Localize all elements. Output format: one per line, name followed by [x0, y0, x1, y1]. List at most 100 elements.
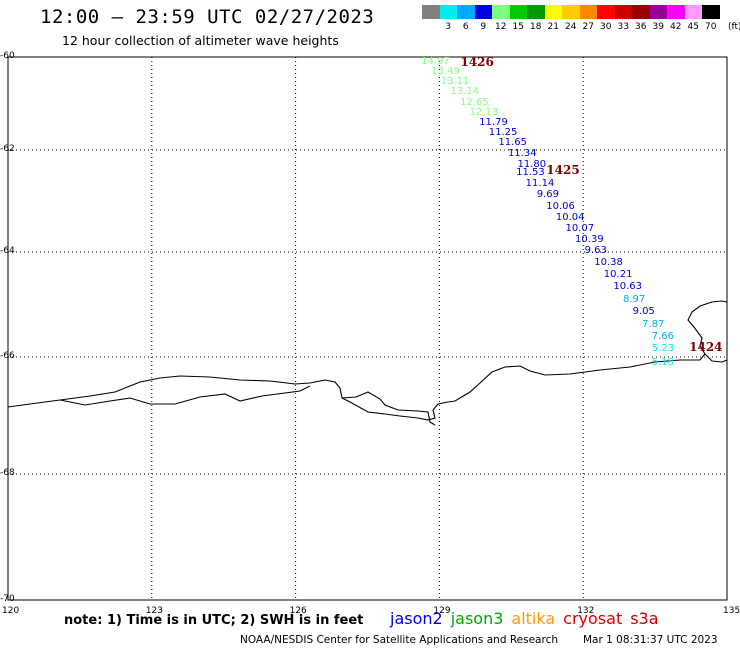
wave-height-value: 7.87: [642, 318, 665, 330]
colorbar-cell: 45: [684, 5, 702, 32]
colorbar-label: 33: [617, 22, 629, 32]
note-text: note: 1) Time is in UTC; 2) SWH is in fe…: [64, 613, 364, 628]
longitude-label: 135: [723, 606, 740, 616]
colorbar-label: 15: [512, 22, 524, 32]
wave-height-value: 12.13: [469, 106, 499, 118]
wave-height-value: 5.18: [651, 356, 674, 368]
colorbar-cell: 42: [667, 5, 685, 32]
wave-height-value: 5.23: [651, 342, 674, 354]
colorbar-cell: 39: [649, 5, 667, 32]
colorbar-swatch: [649, 5, 667, 19]
colorbar-cell: 30: [597, 5, 615, 32]
colorbar-swatch: [684, 5, 702, 19]
colorbar-unit: (ft): [728, 22, 740, 32]
wave-height-value: 11.14: [525, 178, 555, 190]
wave-height-value: 11.79: [479, 117, 508, 129]
colorbar-swatch: [527, 5, 545, 19]
wave-height-value: 10.07: [565, 223, 595, 235]
colorbar-cell: 15: [509, 5, 527, 32]
legend-satellite-altika: altika: [511, 609, 556, 628]
antarctic-coastline: [7, 300, 728, 421]
colorbar-label: 24: [565, 22, 577, 32]
latitude-label: -60: [0, 51, 15, 61]
colorbar-swatch: [422, 5, 440, 19]
colorbar-label: 45: [687, 22, 699, 32]
colorbar-cell: 27: [579, 5, 597, 32]
latitude-label: -70: [0, 594, 15, 604]
colorbar-cell: 21: [544, 5, 562, 32]
wave-height-value: 12.65: [460, 96, 489, 108]
colorbar-label: 6: [462, 22, 469, 32]
colorbar-cell: 24: [562, 5, 580, 32]
wave-height-value: 10.63: [613, 281, 643, 293]
wave-height-value: 11.80: [517, 159, 547, 171]
colorbar-label: 18: [530, 22, 542, 32]
colorbar-swatch: [579, 5, 597, 19]
wave-height-value: 7.66: [651, 331, 674, 343]
map-subtitle: 12 hour collection of altimeter wave hei…: [62, 33, 339, 48]
colorbar-cell: 36: [632, 5, 650, 32]
ice-shelf-outline-2: [341, 391, 436, 426]
wave-height-value: 10.06: [546, 200, 575, 212]
colorbar-label: 39: [652, 22, 664, 32]
map-frame: [7, 56, 728, 601]
colorbar-cell: 6: [457, 5, 475, 32]
colorbar: 3 6 9 12 15 18 21 24 27 30 33 36 39 42 45 70: [422, 5, 720, 32]
wave-height-value: 11.34: [507, 148, 537, 160]
colorbar-cell: 70: [702, 5, 720, 32]
colorbar-label: 27: [582, 22, 594, 32]
colorbar-swatch: [492, 5, 510, 19]
latitude-label: -66: [0, 351, 15, 361]
colorbar-swatch: [614, 5, 632, 19]
colorbar-swatch: [474, 5, 492, 19]
wave-height-value: 10.04: [555, 211, 585, 223]
colorbar-label: 70: [705, 22, 717, 32]
colorbar-label: 12: [495, 22, 507, 32]
wave-height-value: 14.97: [421, 55, 450, 67]
latitude-label: -68: [0, 468, 15, 478]
legend-satellite-jason2: jason2: [390, 609, 443, 628]
colorbar-swatch: [632, 5, 650, 19]
colorbar-label: 3: [445, 22, 452, 32]
colorbar-cell: 9: [474, 5, 492, 32]
wave-height-value: 8.97: [622, 293, 646, 305]
generated-timestamp: Mar 1 08:31:37 UTC 2023: [583, 634, 718, 646]
longitude-label: 129: [433, 606, 451, 616]
colorbar-swatch: [702, 5, 720, 19]
wave-height-value: 13.49: [431, 65, 460, 77]
pass-number-label: 1425: [546, 163, 580, 178]
longitude-label: 132: [577, 606, 595, 616]
colorbar-cell: 12: [492, 5, 510, 32]
credit-text: NOAA/NESDIS Center for Satellite Applica…: [240, 634, 558, 646]
colorbar-label: 21: [547, 22, 559, 32]
colorbar-label: 42: [670, 22, 682, 32]
wave-height-value: 9.05: [632, 306, 655, 318]
map-title: 12:00 — 23:59 UTC 02/27/2023: [40, 6, 375, 28]
wave-height-value: 10.38: [594, 257, 623, 269]
longitude-label: 126: [289, 606, 307, 616]
graticule: [8, 57, 727, 600]
wave-height-value: 10.21: [603, 268, 633, 280]
legend-satellite-s3a: s3a: [630, 609, 659, 628]
wave-height-value: 11.25: [488, 127, 518, 139]
longitude-label: 120: [2, 606, 20, 616]
wave-height-value: 13.11: [440, 76, 470, 88]
colorbar-cell: 18: [527, 5, 545, 32]
coast-east-inlet: [704, 353, 728, 363]
colorbar-label: 30: [600, 22, 612, 32]
colorbar-cell: 3: [439, 5, 457, 32]
latitude-label: -62: [0, 144, 15, 154]
wave-height-value: 13.14: [450, 86, 480, 98]
pass-number-label: 1424: [689, 339, 723, 354]
wave-height-value: 9.69: [536, 189, 559, 201]
colorbar-swatch: [457, 5, 475, 19]
colorbar-label: 36: [635, 22, 647, 32]
latitude-label: -64: [0, 246, 15, 256]
colorbar-cell: 33: [614, 5, 632, 32]
longitude-label: 123: [145, 606, 163, 616]
pass-number-label: 1426: [460, 54, 494, 69]
wave-height-value: 9.63: [584, 245, 607, 257]
colorbar-swatch: [544, 5, 562, 19]
colorbar-swatch: [597, 5, 615, 19]
legend-satellite-cryosat: cryosat: [563, 609, 623, 628]
